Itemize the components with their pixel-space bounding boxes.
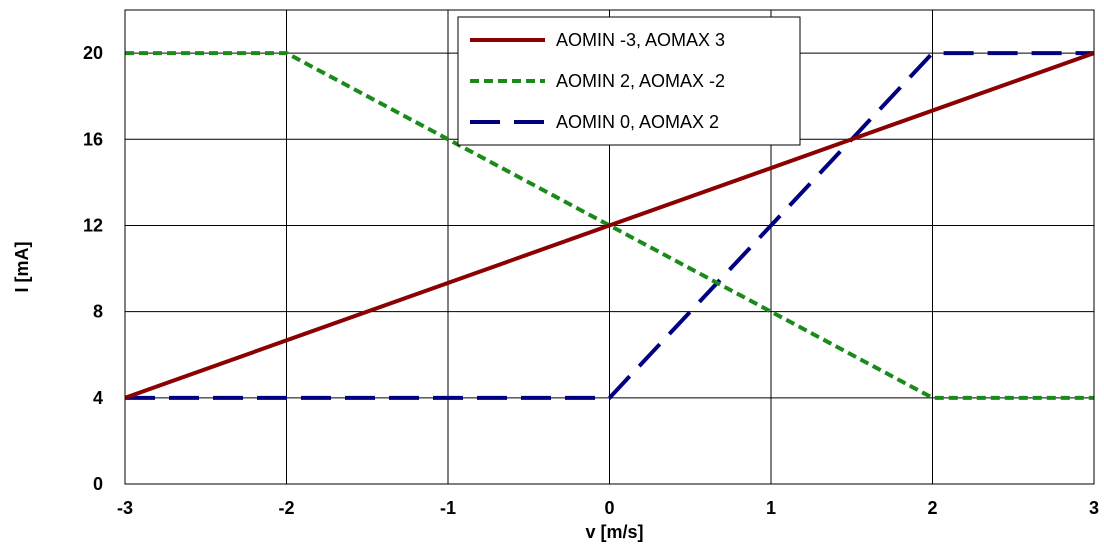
y-axis-title: I [mA] [12, 242, 32, 293]
plot-frame [124, 9, 1095, 485]
y-tick-label: 20 [83, 43, 103, 63]
x-tick-label: 1 [766, 498, 776, 518]
series-layer [124, 51, 1095, 400]
x-tick-label: 2 [927, 498, 937, 518]
legend-label: AOMIN -3, AOMAX 3 [556, 30, 725, 50]
y-tick-label: 12 [83, 215, 103, 235]
series-line-3 [125, 51, 1094, 400]
series-line-1 [124, 51, 1095, 400]
x-tick-label: -3 [117, 498, 133, 518]
x-tick-label: 3 [1089, 498, 1099, 518]
x-tick-label: -2 [278, 498, 294, 518]
x-tick-label: 0 [604, 498, 614, 518]
y-tick-label: 4 [93, 388, 103, 408]
series-line-2 [125, 51, 1094, 400]
legend: AOMIN -3, AOMAX 3 AOMIN 2, AOMAX -2 AOMIN … [457, 16, 801, 146]
x-axis-title: v [m/s] [585, 522, 643, 542]
legend-label: AOMIN 2, AOMAX -2 [556, 71, 725, 91]
y-tick-label: 8 [93, 302, 103, 322]
y-tick-label: 0 [93, 474, 103, 494]
legend-label: AOMIN 0, AOMAX 2 [556, 112, 719, 132]
x-tick-label: -1 [440, 498, 456, 518]
y-tick-label: 16 [83, 129, 103, 149]
